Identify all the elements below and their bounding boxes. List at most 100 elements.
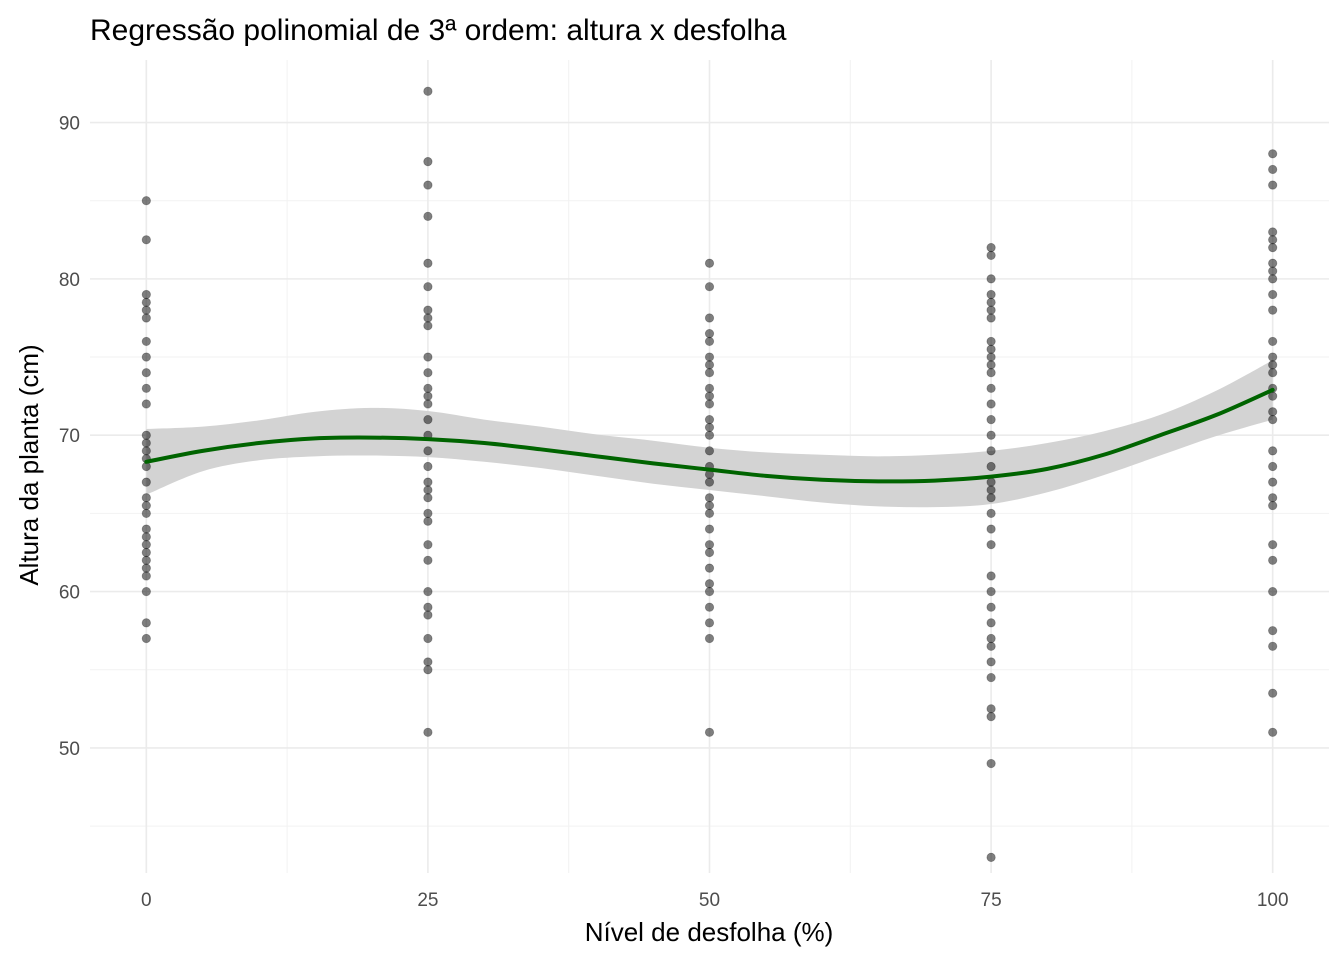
data-point xyxy=(423,321,433,331)
data-point xyxy=(986,633,996,644)
data-point xyxy=(704,360,715,370)
data-point xyxy=(423,540,433,550)
data-point xyxy=(141,196,151,206)
data-point xyxy=(423,665,433,675)
data-point xyxy=(423,383,433,393)
data-point xyxy=(423,391,433,401)
data-point xyxy=(1268,336,1278,347)
chart-title: Regressão polinomial de 3ª ordem: altura… xyxy=(90,14,787,47)
data-point xyxy=(141,477,151,487)
data-point xyxy=(141,540,151,550)
data-point xyxy=(986,297,996,307)
data-point xyxy=(1268,227,1278,237)
data-point xyxy=(423,477,433,487)
x-axis-title: Nível de desfolha (%) xyxy=(585,917,834,947)
data-point xyxy=(423,555,433,565)
data-point xyxy=(986,524,996,534)
data-point xyxy=(423,727,433,737)
y-axis-tick-labels: 50 60 70 80 90 xyxy=(59,114,80,760)
data-point xyxy=(986,704,996,714)
data-point xyxy=(986,313,996,323)
data-point xyxy=(986,852,996,862)
data-point xyxy=(704,618,715,628)
data-point xyxy=(423,446,433,456)
data-point xyxy=(986,657,996,667)
data-point xyxy=(1268,586,1278,597)
data-point xyxy=(704,579,715,589)
data-point xyxy=(141,297,151,307)
data-point xyxy=(704,391,715,401)
data-point xyxy=(141,438,151,448)
data-point xyxy=(1268,500,1278,511)
data-point xyxy=(986,399,996,409)
data-point xyxy=(986,672,996,683)
y-tick-label: 60 xyxy=(59,583,80,604)
data-point xyxy=(423,602,433,612)
data-point xyxy=(423,368,433,378)
data-point xyxy=(986,344,996,354)
data-point xyxy=(704,540,715,550)
data-point xyxy=(1268,414,1278,425)
data-point xyxy=(1268,727,1278,737)
y-tick-label: 80 xyxy=(59,270,80,291)
data-point xyxy=(704,422,715,433)
data-point xyxy=(423,399,433,409)
data-point xyxy=(141,235,151,245)
data-point xyxy=(986,305,996,315)
data-point xyxy=(141,430,151,440)
data-point xyxy=(141,446,151,456)
data-point xyxy=(141,352,151,362)
data-point xyxy=(141,571,151,581)
data-point xyxy=(423,508,433,519)
data-point xyxy=(986,758,996,769)
data-point xyxy=(704,329,715,339)
data-point xyxy=(986,602,996,612)
data-point xyxy=(986,477,996,487)
data-point xyxy=(141,305,151,315)
data-point xyxy=(986,336,996,347)
data-point xyxy=(1268,461,1278,472)
data-point xyxy=(986,414,996,425)
data-point xyxy=(141,547,151,558)
data-point xyxy=(986,485,996,495)
data-point xyxy=(986,712,996,722)
data-point xyxy=(141,633,151,644)
data-point xyxy=(704,586,715,597)
data-point xyxy=(423,180,433,190)
data-point xyxy=(423,352,433,362)
data-point xyxy=(1268,688,1278,698)
data-point xyxy=(986,368,996,378)
data-point xyxy=(423,305,433,315)
data-point xyxy=(141,289,151,300)
data-point xyxy=(704,547,715,558)
data-point xyxy=(141,399,151,409)
data-point xyxy=(1268,180,1278,190)
data-point xyxy=(423,461,433,472)
data-point xyxy=(1268,360,1278,370)
data-point xyxy=(423,282,433,292)
data-point xyxy=(1268,266,1278,276)
data-point xyxy=(986,446,996,456)
data-point xyxy=(704,313,715,323)
data-point xyxy=(986,274,996,284)
data-point xyxy=(704,508,715,519)
data-point xyxy=(423,157,433,167)
y-axis-title: Altura da planta (cm) xyxy=(14,344,44,585)
data-point xyxy=(141,524,151,534)
y-tick-label: 90 xyxy=(59,114,80,135)
data-point xyxy=(1268,477,1278,487)
data-point xyxy=(986,383,996,393)
fit-line-layer xyxy=(144,387,1275,484)
x-axis-tick-labels: 0 25 50 75 100 xyxy=(141,890,1289,911)
data-point xyxy=(1268,626,1278,636)
data-point xyxy=(704,500,715,511)
data-point xyxy=(986,243,996,253)
data-point xyxy=(1268,164,1278,175)
data-point xyxy=(1268,641,1278,651)
data-point xyxy=(986,360,996,370)
data-point xyxy=(423,657,433,667)
data-point xyxy=(704,493,715,503)
data-point xyxy=(141,383,151,393)
y-tick-label: 70 xyxy=(59,426,80,447)
data-point xyxy=(986,618,996,628)
